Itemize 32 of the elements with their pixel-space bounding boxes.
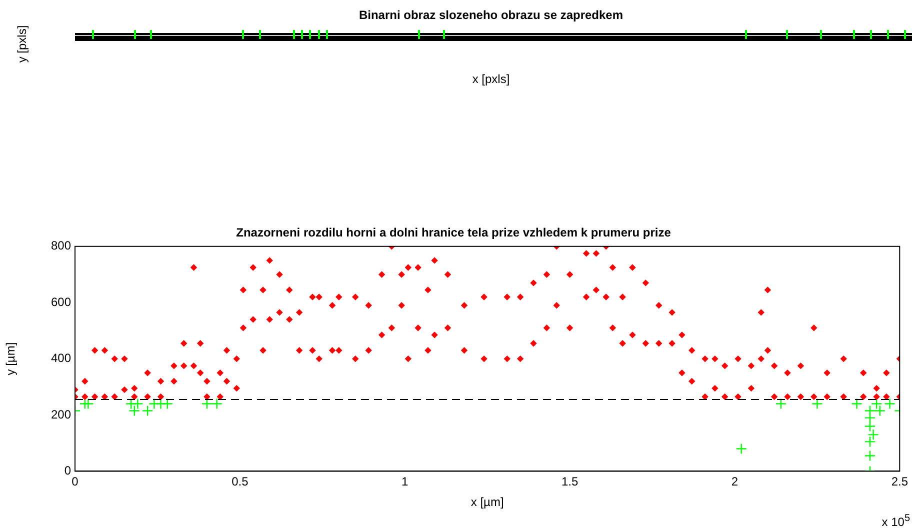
point [82, 398, 94, 410]
point [864, 450, 876, 462]
point [775, 398, 787, 410]
text: x 10$^{5}$ [882, 513, 910, 529]
y-tick-label: 600 [50, 294, 72, 309]
point [812, 398, 823, 410]
chart-title: Znazorneni rozdilu horni a dolni hranice tela prize vzhledem k prumeru prize [236, 226, 672, 240]
y-tick-label: 800 [50, 238, 72, 253]
y-axis-title: y [µm] [4, 342, 18, 376]
point [211, 398, 222, 410]
x-tick-label: 1 [402, 474, 409, 489]
point [864, 436, 876, 448]
point [162, 398, 173, 410]
x-tick-label: 0.5 [232, 474, 249, 489]
y-tick-label: 0 [64, 464, 72, 478]
point [864, 412, 876, 424]
point [736, 443, 747, 454]
x-tick-label: 1.5 [561, 474, 578, 489]
point [132, 398, 144, 410]
point [864, 420, 876, 432]
x-tick-label: 2 [731, 474, 738, 489]
y-tick-label: 200 [50, 407, 72, 422]
point [851, 398, 862, 410]
text: x [pxls] [471, 72, 511, 86]
text: Binarni obraz slozeneho obrazu se zapredkem [358, 8, 624, 22]
point [884, 398, 896, 410]
y-tick-label: 400 [50, 351, 72, 366]
text: y [pxls] [15, 25, 29, 63]
point [142, 405, 154, 416]
point [868, 429, 879, 440]
x-tick-label: 2.5 [891, 474, 908, 489]
x-axis-title: x [µm] [470, 495, 504, 510]
